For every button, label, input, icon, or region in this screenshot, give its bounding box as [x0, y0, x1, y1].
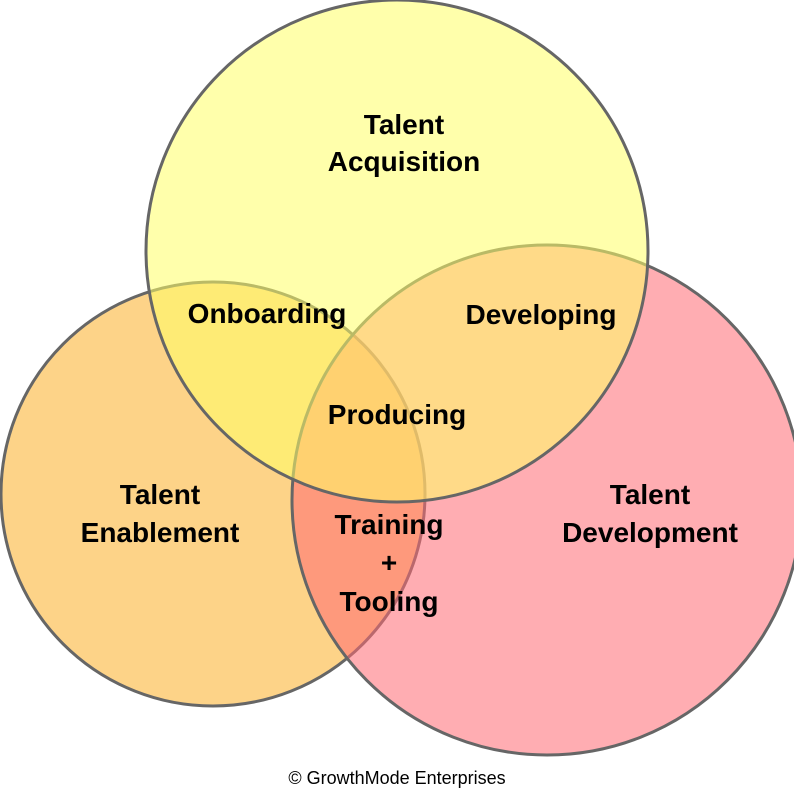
label-training-plus: +	[381, 547, 397, 578]
copyright-notice: © GrowthMode Enterprises	[288, 768, 506, 788]
label-talent-development-line2: Development	[562, 517, 738, 548]
label-developing: Developing	[466, 299, 617, 330]
circle-talent-acquisition	[144, 0, 650, 504]
label-talent-enablement-line1: Talent	[120, 479, 200, 510]
label-talent-acquisition-line1: Talent	[364, 109, 444, 140]
label-training: Training	[335, 509, 444, 540]
label-talent-development-line1: Talent	[610, 479, 690, 510]
label-talent-acquisition-line2: Acquisition	[328, 146, 480, 177]
label-talent-enablement-line2: Enablement	[81, 517, 240, 548]
label-tooling: Tooling	[340, 586, 439, 617]
label-producing: Producing	[328, 399, 466, 430]
label-onboarding: Onboarding	[188, 298, 347, 329]
